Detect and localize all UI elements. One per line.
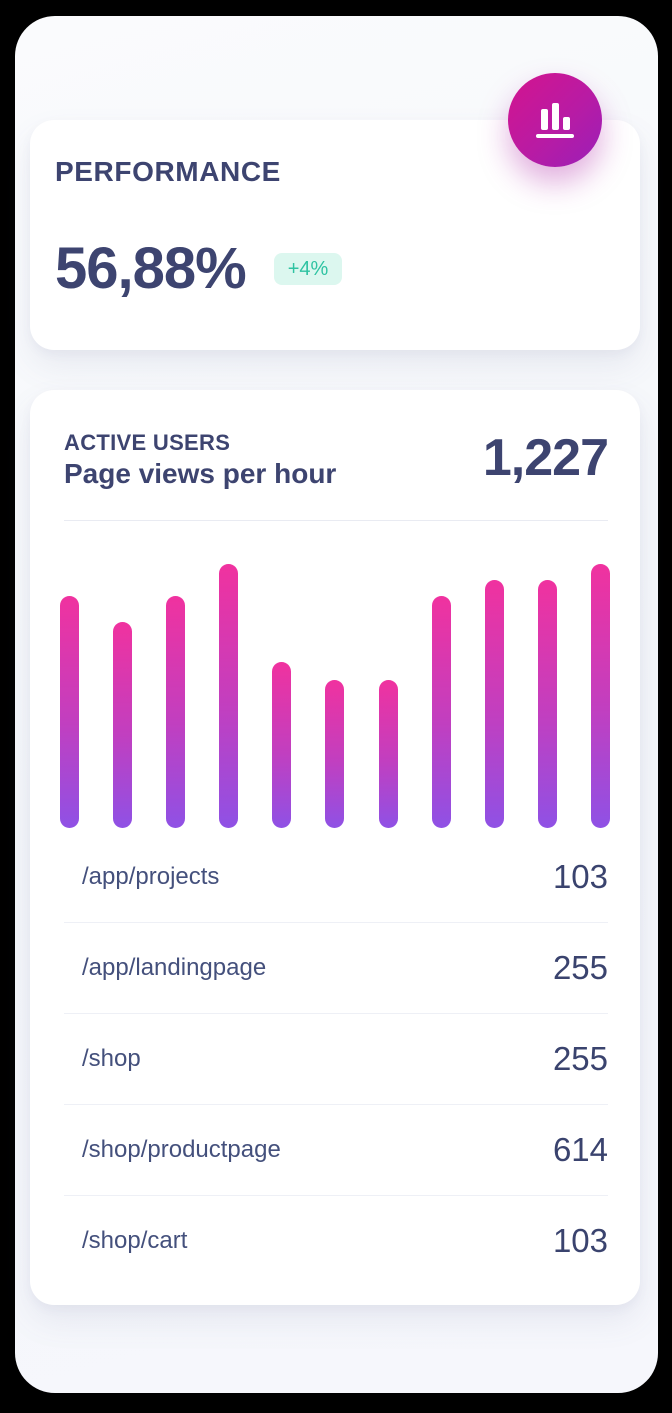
header-divider: [64, 520, 608, 521]
page-views-row[interactable]: /shop/cart 103: [64, 1196, 608, 1286]
phone-frame: PERFORMANCE 56,88% +4% ACTIVE USERS Page…: [15, 16, 658, 1393]
chart-bar: [113, 622, 133, 828]
page-path: /shop/cart: [82, 1227, 188, 1254]
chart-bar: [272, 661, 292, 828]
page-views-row[interactable]: /app/landingpage 255: [64, 923, 608, 1014]
page-views-row[interactable]: /app/projects 103: [64, 832, 608, 923]
chart-bar: [325, 680, 345, 828]
chart-bar: [431, 595, 451, 828]
active-users-label: ACTIVE USERS: [64, 430, 231, 455]
page-views-row[interactable]: /shop/productpage 614: [64, 1105, 608, 1196]
chart-bar: [590, 564, 610, 828]
page-views-value: 255: [552, 1040, 608, 1077]
chart-bar: [378, 680, 398, 828]
page-views-value: 103: [552, 1222, 608, 1259]
bar-chart-icon: [536, 102, 574, 138]
page-views-value: 614: [552, 1131, 608, 1168]
performance-delta-badge: +4%: [273, 253, 343, 285]
chart-bar: [60, 595, 79, 828]
page-views-value: 255: [552, 949, 608, 986]
chart-bar: [166, 595, 186, 828]
page-path: /app/landingpage: [82, 954, 267, 981]
active-users-card: ACTIVE USERS Page views per hour 1,227 /…: [30, 390, 640, 1305]
page-path: /shop: [82, 1045, 141, 1072]
page-views-row[interactable]: /shop 255: [64, 1014, 608, 1105]
bar-chart-icon-baseline: [536, 133, 574, 138]
performance-value: 56,88%: [55, 236, 247, 301]
page-views-value: 103: [552, 858, 608, 895]
page-path: /app/projects: [82, 863, 220, 890]
active-users-total: 1,227: [482, 429, 609, 487]
page-views-subtitle: Page views per hour: [64, 458, 337, 489]
page-views-list: /app/projects 103/app/landingpage 255/shop…: [64, 832, 608, 1286]
performance-value-row: 56,88% +4%: [55, 236, 343, 301]
chart-fab-button[interactable]: [508, 73, 602, 167]
bar-chart-icon-bars: [540, 102, 570, 130]
chart-bar: [537, 579, 557, 828]
chart-bar: [219, 564, 239, 828]
chart-bar: [484, 579, 504, 828]
page-path: /shop/productpage: [82, 1136, 281, 1163]
performance-title: PERFORMANCE: [55, 156, 281, 187]
page-views-bar-chart: [60, 564, 610, 828]
